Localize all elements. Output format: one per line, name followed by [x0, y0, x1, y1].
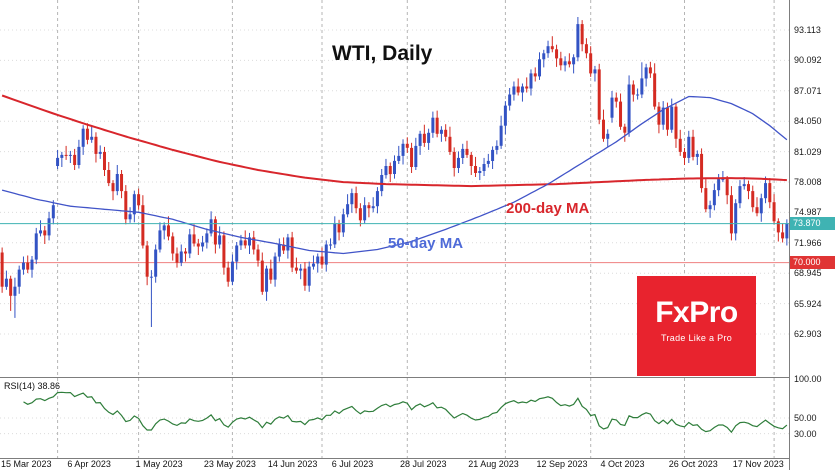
price-tick-label: 81.029 — [794, 146, 822, 157]
price-tick-label: 93.113 — [794, 25, 821, 35]
fxpro-logo-text: FxPro — [655, 296, 738, 329]
rsi-tick-label: 50.00 — [794, 413, 817, 423]
price-tick-label: 74.987 — [794, 207, 822, 218]
price-tick-label: 90.092 — [794, 55, 822, 66]
date-tick-label: 21 Aug 2023 — [468, 459, 519, 469]
ma50-label: 50-day MA — [388, 235, 464, 252]
date-tick-label: 23 May 2023 — [203, 459, 256, 469]
date-tick-label: 15 Mar 2023 — [1, 459, 52, 469]
fxpro-logo-tagline: Trade Like a Pro — [661, 333, 732, 343]
date-tick-label: 1 May 2023 — [135, 459, 183, 469]
rsi-indicator-panel — [0, 378, 789, 458]
price-tick-label: 62.903 — [794, 329, 822, 339]
price-tick-label: 84.050 — [794, 116, 822, 127]
price-level-badge: 70.000 — [790, 256, 835, 270]
price-tick-label: 71.966 — [794, 237, 822, 248]
date-tick-label: 6 Apr 2023 — [67, 459, 111, 469]
price-axis: 73.870 70.000 93.113 90.092 87.071 84.050 81… — [789, 0, 835, 470]
ma200-label: 200-day MA — [506, 200, 590, 217]
date-tick-label: 12 Sep 2023 — [536, 459, 588, 469]
date-tick-label: 4 Oct 2023 — [600, 459, 645, 469]
price-tick-label: 68.945 — [794, 268, 822, 279]
date-axis: 15 Mar 2023 6 Apr 2023 1 May 2023 23 May 20… — [0, 459, 789, 470]
date-axis-separator — [0, 458, 835, 459]
date-tick-label: 6 Jul 2023 — [331, 459, 374, 469]
fxpro-logo: FxPro Trade Like a Pro — [637, 276, 756, 376]
date-tick-label: 26 Oct 2023 — [668, 459, 718, 469]
chart-title: WTI, Daily — [332, 42, 433, 65]
rsi-tick-label: 30.00 — [794, 428, 817, 439]
candlestick-chart — [0, 0, 789, 377]
rsi-panel-separator — [0, 377, 835, 378]
date-tick-label: 28 Jul 2023 — [400, 459, 447, 469]
current-price-badge: 73.870 — [790, 217, 835, 231]
rsi-tick-label: 100.00 — [794, 374, 822, 384]
price-tick-label: 87.071 — [794, 85, 822, 96]
rsi-label: RSI(14) 38.86 — [4, 381, 61, 391]
price-tick-label: 65.924 — [794, 298, 822, 309]
price-tick-label: 78.008 — [794, 177, 822, 187]
date-tick-label: 17 Nov 2023 — [732, 459, 784, 469]
date-tick-label: 14 Jun 2023 — [267, 459, 318, 469]
